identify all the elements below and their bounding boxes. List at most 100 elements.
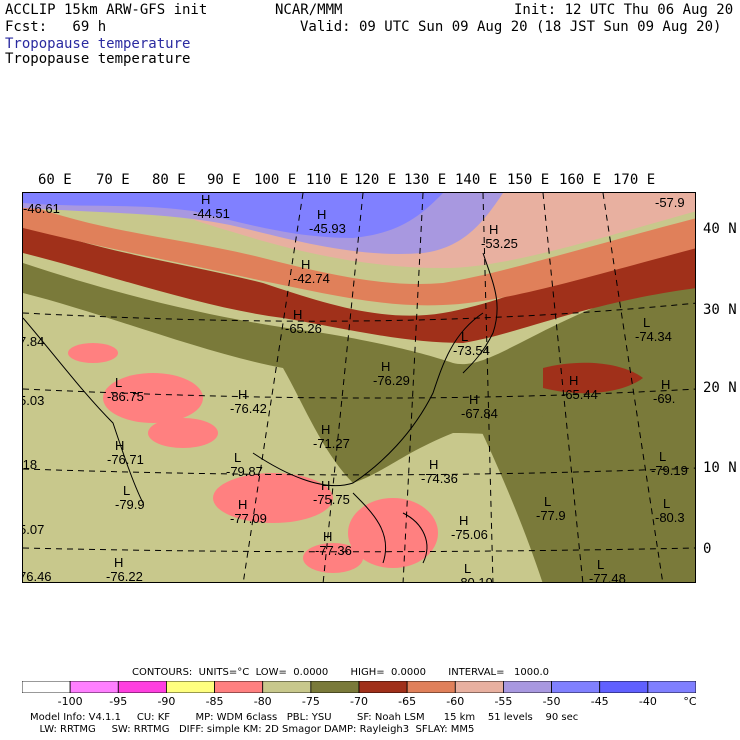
band-65: [23, 223, 695, 343]
colorbar-label: °C: [683, 695, 697, 708]
longitude-label: 140 E: [455, 172, 498, 188]
colorbar-label: -50: [542, 695, 561, 708]
low-marker: L: [461, 329, 468, 344]
tropopause-temperature-map: -46.61 H -44.51 H -45.93 H -53.25 -57.9 H -42.74 H…: [22, 192, 696, 583]
map-value-label: -77.9: [536, 508, 566, 523]
colorbar-label: -100: [57, 695, 83, 708]
colorbar-swatch: [166, 681, 215, 693]
model-info-line1: Model Info: V4.1.1 CU: KF MP: WDM 6class…: [30, 712, 579, 723]
colorbar: [22, 681, 696, 693]
field-label-contour: Tropopause temperature: [5, 51, 191, 67]
map-value-label: -65.44: [561, 387, 598, 402]
colorbar-label: -65: [398, 695, 417, 708]
map-value-label: 7.84: [23, 334, 44, 349]
longitude-label: 60 E: [38, 172, 72, 188]
colorbar-label: -45: [590, 695, 609, 708]
colorbar-label: -55: [494, 695, 513, 708]
high-marker: H: [381, 359, 390, 374]
longitude-label: 100 E: [254, 172, 297, 188]
map-value-label: -76.71: [107, 452, 144, 467]
band-60: [23, 203, 695, 306]
contours-info: CONTOURS: UNITS=°C LOW= 0.0000 HIGH= 0.0…: [132, 667, 550, 678]
low-marker: L: [544, 494, 551, 509]
map-value-label: -65.26: [285, 321, 322, 336]
map-value-label: -86.75: [107, 389, 144, 404]
map-plot: -46.61H-44.51 H-45.93 H-53.25-57.9H-42.74H…: [23, 193, 695, 583]
map-value-label: -73.54: [453, 343, 490, 358]
map-value-label: -77.09: [230, 511, 267, 526]
colorbar-swatch: [117, 681, 167, 693]
map-value-label: 5.07: [23, 522, 44, 537]
map-value-label: -75.75: [313, 492, 350, 507]
longitude-label: 150 E: [507, 172, 550, 188]
map-value-label: -44.51: [193, 206, 230, 221]
coastlines: [23, 252, 498, 564]
map-value-label: 5.03: [23, 393, 44, 408]
high-marker: H: [569, 373, 578, 388]
longitude-label: 80 E: [152, 172, 186, 188]
colorbar-swatch: [262, 681, 312, 693]
map-value-label: -77.36: [315, 543, 352, 558]
high-marker: H: [459, 513, 468, 528]
high-marker: H: [238, 387, 247, 402]
low-marker: L: [123, 483, 130, 498]
model-info-line2: LW: RRTMG SW: RRTMG DIFF: simple KM: 2D …: [30, 724, 475, 735]
forecast-hour: Fcst: 69 h: [5, 19, 107, 35]
low-marker: L: [597, 557, 604, 572]
latitude-label: 30 N: [703, 302, 737, 318]
longitude-label: 160 E: [559, 172, 602, 188]
map-value-label: -74.36: [421, 471, 458, 486]
high-marker: H: [115, 438, 124, 453]
low-marker: L: [659, 449, 666, 464]
high-marker: H: [317, 207, 326, 222]
colorbar-swatch: [358, 681, 408, 693]
colorbar-swatch: [22, 681, 71, 693]
map-value-labels: -46.61H-44.51 H-45.93 H-53.25-57.9H-42.74H…: [23, 193, 688, 583]
colorbar-swatch: [503, 681, 552, 693]
high-marker: H: [321, 478, 330, 493]
colorbar-swatch: [310, 681, 360, 693]
lat-lon-grid: [23, 193, 695, 582]
colorbar-label: -90: [157, 695, 176, 708]
colorbar-label: -60: [446, 695, 465, 708]
map-value-label: -67.84: [461, 406, 498, 421]
high-marker: H: [238, 497, 247, 512]
map-value-label: .18: [23, 457, 37, 472]
colorbar-swatch: [599, 681, 649, 693]
high-marker: H: [293, 307, 302, 322]
band-70-east: [463, 393, 695, 582]
map-value-label: -75.06: [451, 527, 488, 542]
map-value-label: -45.93: [309, 221, 346, 236]
high-marker: H: [201, 193, 210, 207]
colorbar-swatch: [406, 681, 456, 693]
low-marker: L: [663, 496, 670, 511]
map-value-label: -76.29: [373, 373, 410, 388]
high-marker: H: [323, 529, 332, 544]
longitude-label: 70 E: [96, 172, 130, 188]
map-value-label: -71.27: [313, 436, 350, 451]
colorbar-label: -70: [350, 695, 368, 708]
band-65-patch: [543, 362, 643, 394]
latitude-label: 40 N: [703, 221, 737, 237]
map-value-label: -69.: [653, 391, 675, 406]
map-value-label: -57.9: [655, 195, 685, 210]
map-value-label: -80.19: [456, 575, 493, 583]
latitude-label: 0: [703, 541, 712, 557]
colorbar-label: -75: [301, 695, 320, 708]
org-label: NCAR/MMM: [275, 2, 343, 18]
longitude-label: 170 E: [613, 172, 656, 188]
run-title: ACCLIP 15km ARW-GFS init: [5, 2, 208, 18]
colorbar-swatch: [454, 681, 504, 693]
low-marker: L: [115, 375, 122, 390]
colorbar-label: -85: [205, 695, 224, 708]
map-value-label: -74.34: [635, 329, 672, 344]
map-value-label: -80.3: [655, 510, 685, 525]
high-marker: H: [429, 457, 438, 472]
init-time: Init: 12 UTC Thu 06 Aug 20: [514, 2, 734, 18]
map-value-label: -76.42: [230, 401, 267, 416]
map-value-label: 76.46: [23, 569, 52, 583]
high-marker: H: [489, 222, 498, 237]
band-80-patches: [68, 343, 438, 573]
high-marker: H: [114, 555, 123, 570]
low-marker: L: [464, 561, 471, 576]
